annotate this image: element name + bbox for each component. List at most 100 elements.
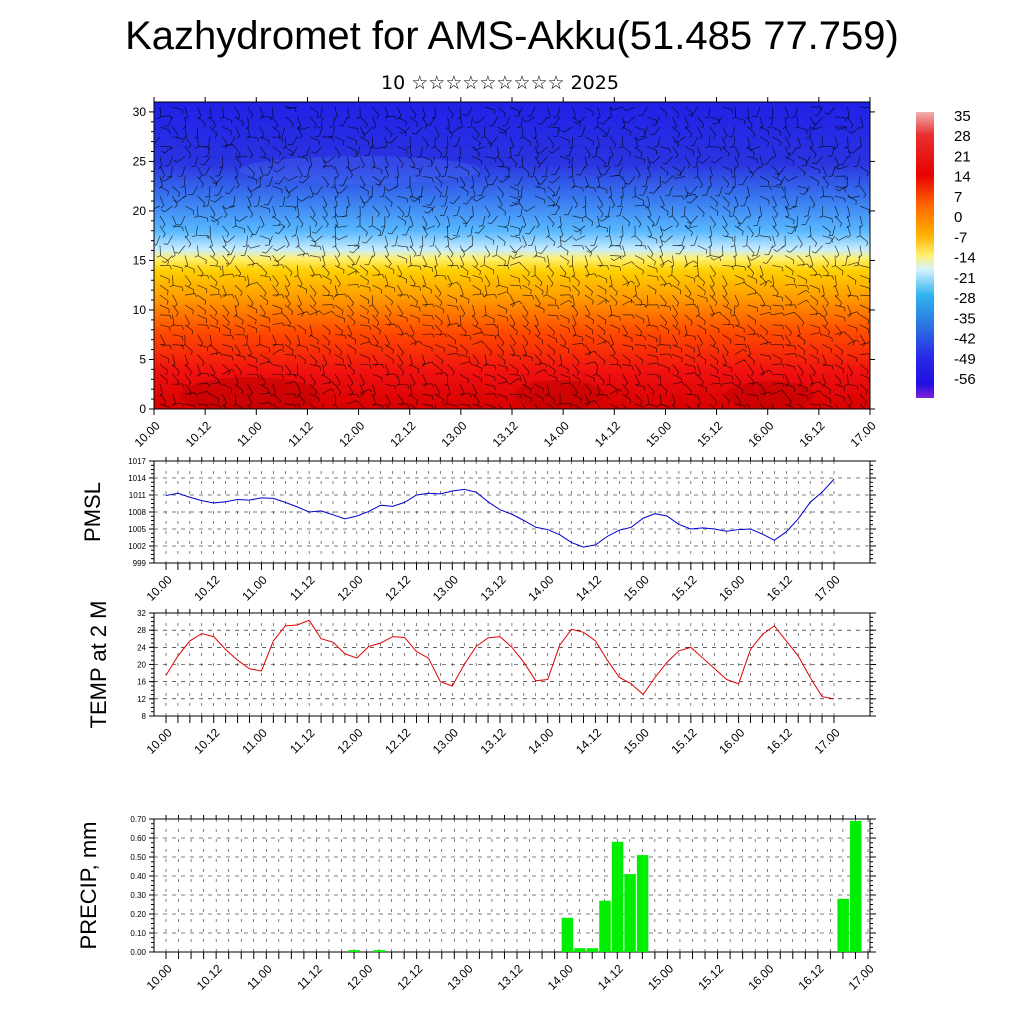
wind-barb [784, 126, 791, 136]
wind-barb-flag [207, 373, 210, 377]
wind-barb [422, 354, 426, 365]
wind-barb-flag [292, 350, 294, 355]
wind-barb [734, 348, 744, 355]
wind-barb [309, 265, 315, 275]
wind-barb [597, 299, 607, 306]
wind-barb-flag [584, 264, 589, 268]
wind-barb [809, 146, 817, 155]
wind-barb-flag [852, 341, 855, 346]
wind-barb [809, 312, 820, 316]
wind-barb [347, 136, 357, 142]
wind-barb [447, 175, 458, 180]
wind-barb [497, 314, 508, 318]
wind-barb-flag [530, 389, 532, 394]
wind-barb-flag [202, 202, 206, 207]
wind-barb [859, 353, 870, 355]
wind-barb-flag [809, 383, 814, 387]
wind-barb [584, 334, 594, 340]
wind-barb [797, 255, 805, 264]
wind-barb [772, 215, 777, 226]
chart-subtitle: 10 ☆☆☆☆☆☆☆☆☆ 2025 [381, 72, 619, 94]
wind-barb [809, 390, 820, 395]
wind-barb-flag [384, 284, 389, 288]
wind-barb-flag [744, 406, 746, 409]
wind-barb [809, 166, 820, 171]
wind-barb-flag [841, 264, 846, 267]
wind-barb [314, 235, 323, 243]
wind-barb [684, 193, 695, 197]
wind-barb [747, 156, 758, 160]
wind-barb-flag [351, 302, 354, 307]
wind-barb-flag [416, 123, 419, 128]
wind-barb [784, 403, 795, 409]
wind-barb [237, 156, 248, 158]
wind-barb [759, 280, 769, 286]
wind-barb [259, 205, 270, 210]
wind-barb-flag [688, 292, 692, 297]
wind-barb [234, 176, 240, 186]
wind-barb [557, 106, 561, 117]
wind-barb [759, 403, 766, 409]
wind-barb-flag [820, 294, 825, 298]
wind-barb-flag [249, 154, 253, 159]
wind-barb-flag [449, 201, 454, 204]
wind-barb [534, 354, 542, 363]
wind-barb [596, 364, 598, 375]
wind-barb [734, 294, 740, 305]
wind-barb-flag [181, 138, 184, 143]
wind-barb-flag [499, 204, 503, 209]
wind-barb [608, 205, 611, 216]
wind-barb [772, 205, 778, 215]
wind-barb-flag [456, 281, 460, 286]
wind-barb-flag [765, 331, 768, 336]
wind-barb [322, 284, 330, 293]
wind-barb-flag [768, 280, 773, 284]
wind-barb-flag [173, 199, 178, 203]
wind-barbs [154, 104, 870, 409]
wind-barb [634, 314, 645, 320]
wind-barb-flag [409, 225, 414, 229]
wind-barb-flag [294, 107, 297, 112]
wind-barb-flag [299, 174, 303, 179]
wind-barb [797, 263, 808, 266]
wind-barb-flag [321, 254, 326, 258]
wind-barb-flag [494, 324, 497, 329]
wind-barb [722, 381, 733, 385]
wind-barb [597, 106, 601, 117]
wind-barb-flag [404, 221, 407, 226]
wind-barb [659, 205, 669, 212]
wind-barb-flag [331, 311, 335, 315]
wind-barb-flag [684, 195, 689, 199]
wind-barb [797, 393, 808, 397]
wind-barb [747, 106, 750, 117]
wind-barb-flag [631, 346, 634, 351]
wind-barb [154, 205, 161, 210]
pmsl-y-axis-label: PMSL [80, 482, 105, 542]
x-tick-label: 15.00 [643, 418, 674, 449]
wind-barb-flag [400, 362, 404, 367]
wind-barb-flag [642, 270, 644, 275]
wind-barb [209, 324, 220, 329]
wind-barb-flag [697, 373, 701, 377]
wind-barb [584, 350, 595, 355]
wind-barb-flag [371, 165, 376, 169]
wind-barb [634, 195, 644, 202]
wind-barb-flag [700, 343, 704, 347]
wind-barb [797, 274, 807, 280]
wind-barb [597, 205, 604, 215]
precip-bar [348, 950, 361, 952]
y-tick-label: 0.50 [130, 853, 146, 862]
wind-barb-flag [818, 146, 823, 149]
wind-barb-flag [444, 372, 448, 377]
wind-barb-flag [591, 221, 594, 226]
wind-barb [347, 244, 358, 246]
wind-barb-flag [747, 215, 752, 219]
wind-barb [447, 281, 458, 286]
wind-barb [372, 245, 376, 256]
wind-barb [809, 255, 814, 266]
wind-barb-flag [161, 150, 165, 154]
wind-barb [797, 284, 808, 287]
wind-barb [647, 344, 657, 349]
precip-bar [837, 898, 849, 952]
wind-barb [482, 215, 486, 226]
